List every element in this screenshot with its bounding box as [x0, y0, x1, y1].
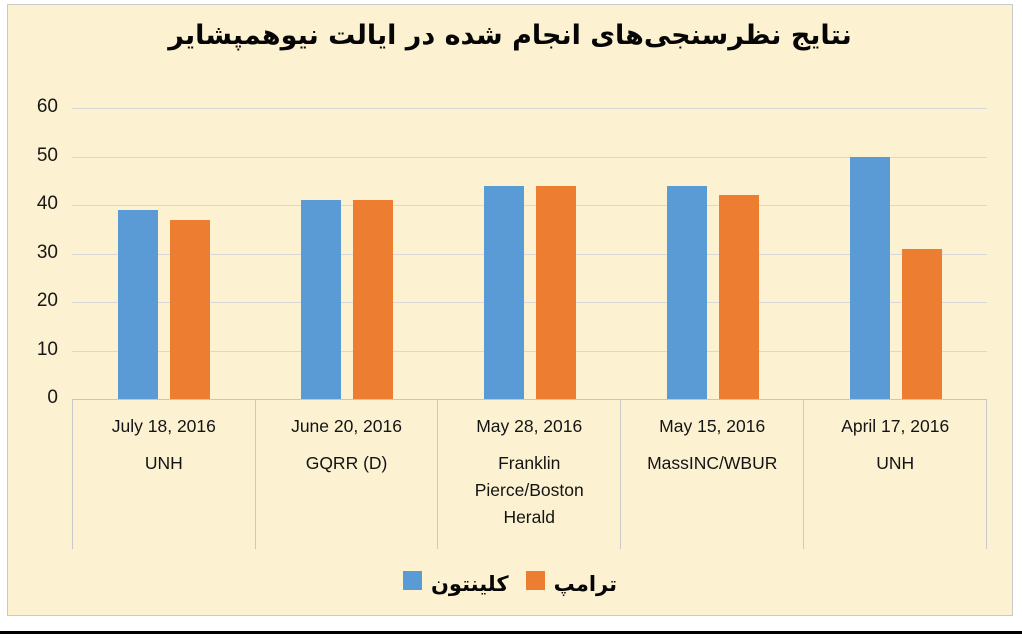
category-cell: June 20, 2016 GQRR (D): [254, 399, 438, 549]
bar-clinton: [300, 200, 341, 399]
bar-trump: [535, 185, 576, 399]
bar-clinton: [483, 185, 524, 399]
y-axis-tick-label: 10: [36, 338, 58, 360]
category-date-label: June 20, 2016: [291, 416, 402, 436]
category-cell: July 18, 2016 UNH: [72, 399, 255, 549]
legend-label-trump: ترامپ: [553, 572, 617, 596]
y-axis-tick-label: 40: [36, 192, 58, 214]
legend-swatch-trump: [525, 570, 545, 590]
bar-group: [72, 108, 255, 399]
category-cell: May 28, 2016 Franklin Pierce/Boston Heral…: [437, 399, 620, 549]
y-axis: 0 10 20 30 40 50 60: [8, 96, 58, 408]
bar-groups: [72, 108, 987, 399]
category-date-label: May 15, 2016: [659, 416, 766, 436]
chart-title: نتایج نظرسنجی‌های انجام شده در ایالت نیو…: [168, 20, 852, 51]
plot-area: [72, 108, 987, 400]
y-axis-tick-label: 30: [36, 241, 58, 263]
y-axis-tick-label: 60: [36, 95, 58, 117]
y-axis-tick-label: 20: [36, 289, 58, 311]
gridline: [72, 302, 987, 303]
bar-clinton: [849, 156, 890, 399]
poll-results-chart: نتایج نظرسنجی‌های انجام شده در ایالت نیو…: [7, 4, 1013, 616]
bar-trump: [718, 195, 759, 399]
x-axis-category-table: July 18, 2016 UNH June 20, 2016 GQRR (D) May…: [72, 399, 988, 549]
legend-item-trump: ترامپ: [525, 570, 617, 596]
gridline: [72, 205, 987, 206]
category-date-label: April 17, 2016: [841, 416, 950, 436]
category-pollster-label: UNH: [876, 453, 915, 473]
legend-item-clinton: کلینتون: [403, 570, 509, 596]
y-axis-tick-label: 50: [36, 144, 58, 166]
category-pollster-label: GQRR (D): [305, 453, 388, 473]
gridline: [72, 399, 987, 400]
bar-group: [804, 108, 987, 399]
category-date-label: July 18, 2016: [111, 416, 216, 436]
y-axis-tick-label: 0: [47, 386, 58, 408]
gridline: [72, 253, 987, 255]
bar-group: [255, 108, 438, 399]
bar-trump: [901, 248, 942, 399]
bar-trump: [352, 200, 393, 399]
legend-label-clinton: کلینتون: [431, 572, 509, 596]
bottom-rule: [0, 631, 1022, 634]
category-date-label: May 28, 2016: [476, 416, 583, 436]
bar-clinton: [117, 209, 158, 399]
category-cell: April 17, 2016 UNH: [803, 399, 988, 549]
legend: کلینتون ترامپ: [8, 561, 1012, 607]
bar-trump: [169, 219, 210, 399]
bar-clinton: [666, 185, 707, 399]
bar-group: [438, 108, 621, 399]
category-pollster-label: Franklin Pierce/Boston Herald: [474, 453, 584, 528]
gridline: [72, 350, 987, 352]
gridline: [72, 108, 987, 109]
bar-group: [621, 108, 804, 399]
category-cell: May 15, 2016 MassINC/WBUR: [620, 399, 803, 549]
legend-swatch-clinton: [403, 570, 422, 590]
category-pollster-label: UNH: [144, 453, 183, 473]
gridline: [72, 156, 987, 158]
category-pollster-label: MassINC/WBUR: [647, 453, 778, 473]
